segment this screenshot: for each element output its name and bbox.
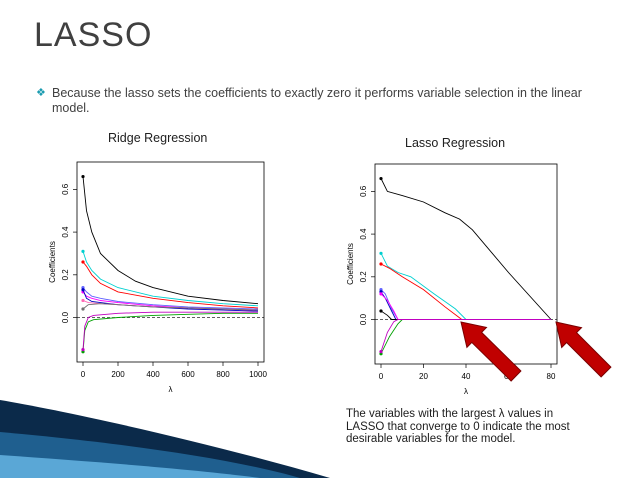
caption-line: The variables with the largest λ values … xyxy=(346,408,554,420)
series-line xyxy=(380,293,551,320)
y-tick-label: 0.4 xyxy=(61,226,70,238)
x-tick-label: 0 xyxy=(379,372,384,381)
plot-frame xyxy=(76,161,265,363)
x-tick-label: 0 xyxy=(81,370,86,379)
bullet-text: Because the lasso sets the coefficients … xyxy=(52,86,582,115)
y-tick-label: 0.2 xyxy=(61,269,70,281)
y-axis-label: Coefficients xyxy=(346,243,355,285)
x-tick-label: 1000 xyxy=(249,370,267,379)
x-axis-label: λ xyxy=(464,387,468,396)
lasso-chart-title: Lasso Regression xyxy=(405,136,506,150)
caption-line: LASSO that converge to 0 indicate the mo… xyxy=(346,420,570,433)
series-line xyxy=(380,310,551,320)
bullet-point: ❖ Because the lasso sets the coefficient… xyxy=(36,86,616,116)
y-tick-label: 0.0 xyxy=(61,311,70,323)
caption-line: desirable variables for the model. xyxy=(346,433,516,445)
series-line xyxy=(82,261,259,309)
y-axis-label: Coefficients xyxy=(48,241,57,283)
y-tick-label: 0.2 xyxy=(359,271,368,283)
y-tick-label: 0.6 xyxy=(61,183,70,195)
x-tick-label: 20 xyxy=(419,372,428,381)
series-start-point xyxy=(379,262,383,266)
ridge-chart-title: Ridge Regression xyxy=(108,131,208,145)
decorative-swoosh xyxy=(0,400,330,478)
series-line xyxy=(82,287,259,310)
y-tick-label: 0.6 xyxy=(359,185,368,197)
series-line xyxy=(82,311,258,350)
series-line xyxy=(82,176,259,305)
series-start-point xyxy=(81,307,85,311)
x-tick-label: 400 xyxy=(146,370,160,379)
diamond-bullet-icon: ❖ xyxy=(36,87,46,99)
series-start-point xyxy=(379,176,383,181)
caption: The variables with the largest λ values … xyxy=(346,408,581,446)
x-tick-label: 40 xyxy=(462,372,471,381)
x-tick-label: 800 xyxy=(216,370,230,379)
series-line xyxy=(380,178,552,320)
series-start-point xyxy=(81,260,85,264)
red-arrow-icon xyxy=(555,321,612,378)
series-start-point xyxy=(81,174,85,179)
series-start-point xyxy=(81,249,85,253)
y-tick-label: 0.4 xyxy=(359,228,368,240)
series-line xyxy=(82,251,259,307)
series-line xyxy=(82,303,259,311)
x-tick-label: 80 xyxy=(547,372,556,381)
slide-title: LASSO xyxy=(34,16,153,54)
series-start-point xyxy=(379,349,383,354)
series-start-point xyxy=(379,292,383,296)
series-start-point xyxy=(81,347,85,352)
series-start-point xyxy=(81,298,85,303)
series-start-point xyxy=(379,251,383,255)
series-start-point xyxy=(81,288,85,292)
series-line xyxy=(380,289,551,320)
x-axis-label: λ xyxy=(169,385,173,394)
series-line xyxy=(380,319,551,352)
series-line xyxy=(380,253,551,320)
series-start-point xyxy=(379,309,383,313)
series-line xyxy=(82,312,258,352)
y-tick-label: 0.0 xyxy=(359,313,368,325)
series-line xyxy=(380,291,551,320)
red-arrow-icon xyxy=(460,321,522,382)
ridge-chart: 0 200 400 600 800 1000 0.0 0.2 0.4 0.6 λ Coefficien… xyxy=(48,161,267,394)
x-tick-label: 600 xyxy=(181,370,195,379)
x-tick-label: 200 xyxy=(111,370,125,379)
arrows xyxy=(460,321,612,382)
